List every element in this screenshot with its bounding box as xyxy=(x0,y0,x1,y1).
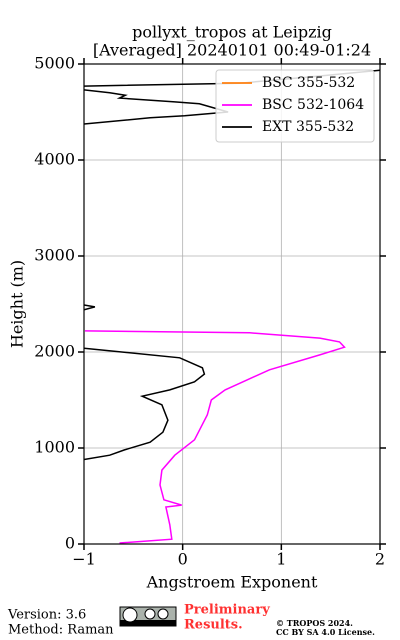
legend-label: BSC 532-1064 xyxy=(262,97,364,113)
version: Version: 3.6 xyxy=(7,608,86,623)
method: Method: Raman xyxy=(8,623,114,638)
y-tick-label: 2000 xyxy=(34,342,75,361)
x-tick-label: 1 xyxy=(276,550,286,569)
y-tick-label: 3000 xyxy=(34,246,75,265)
chart-title: pollyxt_tropos at Leipzig xyxy=(132,23,332,42)
copyright: © TROPOS 2024. xyxy=(276,618,353,628)
preliminary: Results. xyxy=(184,618,243,633)
preliminary: Preliminary xyxy=(184,603,270,618)
plot-frame xyxy=(83,63,381,545)
chart-subtitle: [Averaged] 20240101 00:49-01:24 xyxy=(93,41,371,60)
x-tick-label: −1 xyxy=(72,550,96,569)
x-tick-label: 0 xyxy=(178,550,188,569)
x-tick-label: 2 xyxy=(375,550,385,569)
license: CC BY SA 4.0 License. xyxy=(276,627,375,637)
y-tick-label: 0 xyxy=(65,534,75,553)
cc-logo xyxy=(119,606,177,627)
legend-label: BSC 355-532 xyxy=(262,75,355,91)
y-axis-label: Height (m) xyxy=(8,260,27,348)
legend-box xyxy=(215,69,375,143)
legend-label: EXT 355-532 xyxy=(262,119,354,135)
profile-line xyxy=(84,69,380,461)
profile-line xyxy=(84,330,346,544)
x-axis-label: Angstroem Exponent xyxy=(146,573,318,592)
y-tick-label: 4000 xyxy=(34,150,75,169)
legend: BSC 355-532 BSC 532-1064 EXT 355-532 xyxy=(215,69,375,143)
y-tick-label: 1000 xyxy=(34,438,75,457)
y-tick-label: 5000 xyxy=(34,54,75,73)
